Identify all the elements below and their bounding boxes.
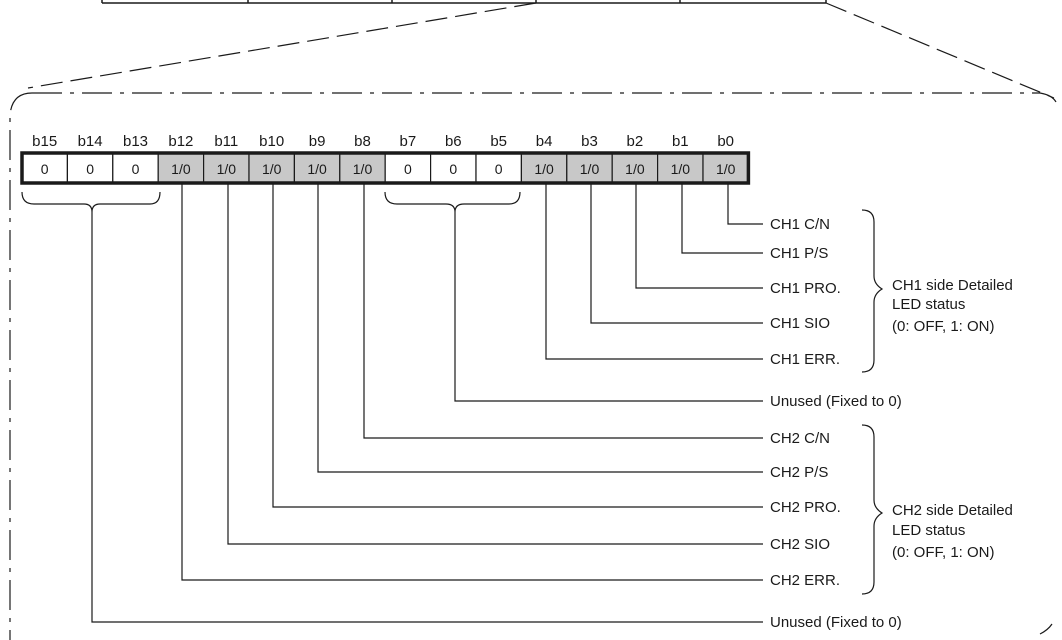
label-ch2-err: CH2 ERR. (770, 572, 840, 589)
detail-frame-corner (1039, 623, 1053, 635)
bit-value-b10: 1/0 (262, 161, 282, 177)
bit-label-b12: b12 (168, 133, 193, 150)
leader-b2 (635, 183, 763, 289)
bit-descriptions: CH1 C/N CH1 P/S CH1 PRO. CH1 SIO CH1 ERR… (770, 216, 902, 631)
leader-b11 (227, 183, 763, 545)
ch1-group-line2: LED status (892, 296, 965, 313)
group-descriptions: CH1 side Detailed LED status (0: OFF, 1:… (892, 277, 1013, 561)
label-ch1-ps: CH1 P/S (770, 245, 828, 262)
leader-b8 (363, 183, 763, 439)
leader-b5-b7 (454, 212, 763, 402)
brace-ch1-group (861, 209, 884, 373)
bit-name-labels: b15 b14 b13 b12 b11 b10 b9 b8 b7 b6 b5 b4 b3 b2 b1 b0 (32, 133, 734, 150)
bit-cell-b5 (475, 152, 523, 184)
label-unused-upper: Unused (Fixed to 0) (770, 393, 902, 410)
ch2-group-line3: (0: OFF, 1: ON) (892, 544, 995, 561)
bit-label-b14: b14 (78, 133, 103, 150)
bit-value-b5: 0 (495, 161, 503, 177)
bit-label-b11: b11 (214, 133, 238, 150)
leader-b10 (272, 183, 763, 508)
bit-cell-b3 (566, 152, 613, 184)
label-ch1-pro: CH1 PRO. (770, 280, 841, 297)
bit-cell-b8 (339, 152, 386, 184)
bit-value-b15: 0 (41, 161, 49, 177)
leader-b1 (681, 183, 763, 254)
ch1-group-line3: (0: OFF, 1: ON) (892, 318, 995, 335)
label-ch2-cn: CH2 C/N (770, 430, 830, 447)
leader-b3 (590, 183, 763, 324)
leader-b4 (545, 183, 763, 360)
bit-value-b8: 1/0 (353, 161, 373, 177)
label-unused-lower: Unused (Fixed to 0) (770, 614, 902, 631)
leader-lines (91, 183, 763, 623)
bit-value-b12: 1/0 (171, 161, 191, 177)
bit-value-b4: 1/0 (534, 161, 554, 177)
bit-label-b10: b10 (259, 133, 284, 150)
bit-value-b6: 0 (449, 161, 457, 177)
ch2-group-line2: LED status (892, 522, 965, 539)
bit-label-b13: b13 (123, 133, 148, 150)
bit-cell-b7 (384, 152, 432, 184)
label-ch1-cn: CH1 C/N (770, 216, 830, 233)
bit-value-b9: 1/0 (307, 161, 327, 177)
bit-label-b2: b2 (627, 133, 644, 150)
group-braces (861, 209, 884, 595)
bit-label-b5: b5 (490, 133, 507, 150)
bit-label-b4: b4 (536, 133, 553, 150)
bit-value-b11: 1/0 (217, 161, 237, 177)
label-ch2-sio: CH2 SIO (770, 536, 830, 553)
bit-label-b9: b9 (309, 133, 326, 150)
bit-label-b8: b8 (354, 133, 371, 150)
bit-cell-b0 (702, 152, 750, 184)
leader-b9 (317, 183, 763, 473)
bit-label-b3: b3 (581, 133, 598, 150)
bit-cell-b9 (293, 152, 341, 184)
label-ch2-ps: CH2 P/S (770, 464, 828, 481)
leader-b0 (727, 183, 763, 225)
leader-b12 (181, 183, 763, 581)
bit-value-b7: 0 (404, 161, 412, 177)
label-ch1-err: CH1 ERR. (770, 351, 840, 368)
leader-b13-b15 (91, 212, 763, 623)
label-ch1-sio: CH1 SIO (770, 315, 830, 332)
detail-frame (9, 92, 1057, 640)
parent-table-fragment (101, 0, 827, 4)
bit-label-b15: b15 (32, 133, 57, 150)
bit-label-b0: b0 (717, 133, 734, 150)
bit-value-b0: 1/0 (716, 161, 736, 177)
brace-ch2-group (861, 424, 884, 595)
zoom-guide-lines (27, 2, 1055, 99)
ch1-group-line1: CH1 side Detailed (892, 277, 1013, 294)
ch2-group-line1: CH2 side Detailed (892, 502, 1013, 519)
register-outer-border (20, 151, 751, 185)
register-cells: 0 0 0 1/0 1/0 1/0 1/0 1/0 0 0 0 1/0 1/0 1/0 1/0 1/0 (20, 151, 751, 185)
bit-label-b1: b1 (672, 133, 689, 150)
brace-unused-middle-bits (384, 191, 521, 213)
bit-value-b13: 0 (132, 161, 140, 177)
bit-label-b6: b6 (445, 133, 462, 150)
brace-unused-upper-bits (21, 191, 161, 213)
label-ch2-pro: CH2 PRO. (770, 499, 841, 516)
bit-label-b7: b7 (400, 133, 417, 150)
bit-value-b2: 1/0 (625, 161, 645, 177)
bit-value-b1: 1/0 (671, 161, 691, 177)
bit-value-b3: 1/0 (580, 161, 600, 177)
bit-value-b14: 0 (86, 161, 94, 177)
